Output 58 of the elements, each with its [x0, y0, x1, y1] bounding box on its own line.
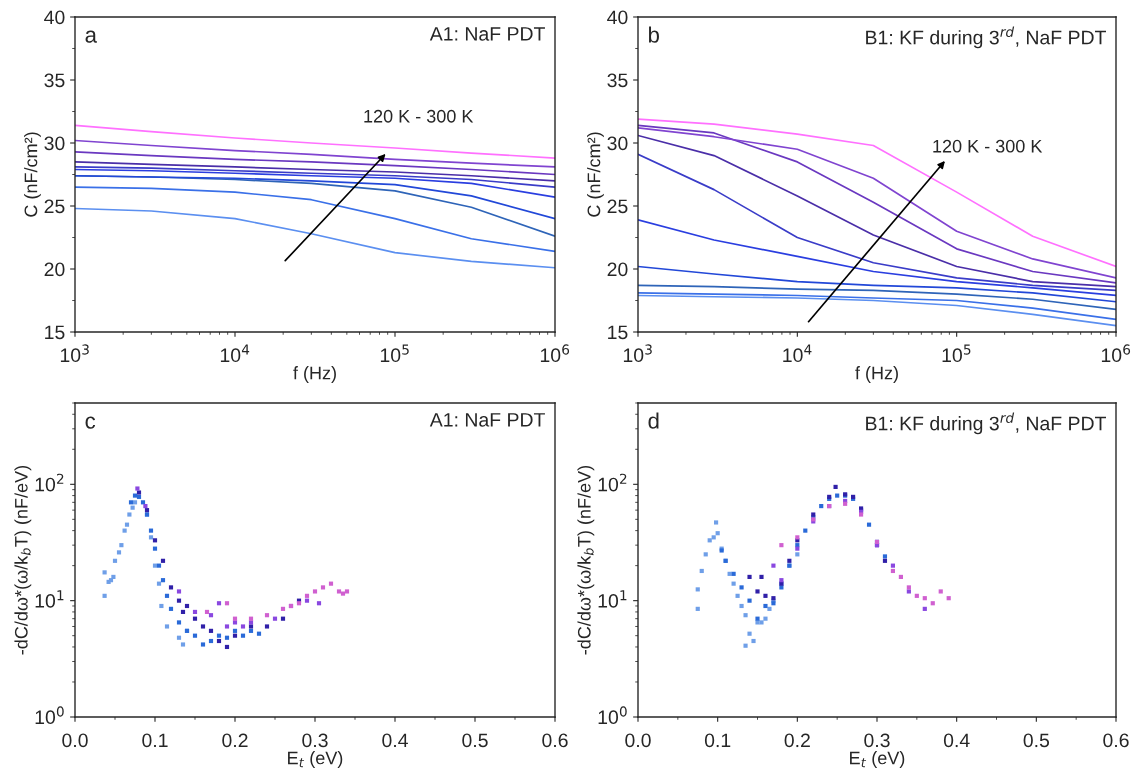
y-tick-label: 15 — [608, 325, 628, 340]
annotation: 120 K - 300 K — [364, 109, 474, 123]
y-tick-label: 30 — [607, 136, 628, 151]
y-axis-title: C (nF/cm²) — [587, 132, 604, 217]
y-tick-label: 10$^{0}$ — [35, 706, 64, 725]
x-tick-label: 10$^{4}$ — [220, 344, 250, 363]
y-axis-title: C (nF/cm²) — [24, 132, 41, 217]
annotation: b — [648, 26, 659, 43]
x-tick-label: 0.3 — [864, 733, 890, 748]
x-tick-label: 0.0 — [625, 733, 651, 748]
x-tick-label: 10$^{4}$ — [783, 344, 812, 363]
annotation: a — [85, 30, 97, 43]
x-tick-label: 10$^{6}$ — [540, 344, 570, 363]
x-tick-label: 0.4 — [943, 733, 970, 748]
annotation: B1: KF during 3$^{rd}$, NaF PDT — [866, 412, 1106, 435]
x-tick-label: 0.5 — [462, 733, 488, 748]
y-tick-label: 10$^{1}$ — [598, 590, 627, 608]
y-tick-label: 35 — [607, 73, 628, 88]
y-tick-label: 10$^{0}$ — [598, 706, 627, 725]
x-tick-label: 10$^{3}$ — [623, 344, 652, 363]
x-tick-label: 0.4 — [382, 733, 408, 748]
y-tick-label: 40 — [607, 10, 628, 25]
y-tick-label: 20 — [44, 262, 65, 277]
annotation: B1: KF during 3$^{rd}$, NaF PDT — [866, 26, 1106, 49]
annotation: A1: NaF PDT — [429, 27, 545, 41]
annotation: d — [648, 412, 659, 429]
y-tick-label: 25 — [44, 199, 65, 214]
y-tick-label: 40 — [44, 10, 65, 25]
x-axis-title: E$_{t}$ (eV) — [850, 751, 905, 768]
x-axis-title: f (Hz) — [293, 366, 336, 383]
x-tick-label: 10$^{5}$ — [942, 344, 971, 363]
x-tick-label: 0.2 — [222, 733, 248, 748]
x-tick-label: 0.0 — [62, 733, 88, 748]
y-tick-label: 15 — [45, 325, 65, 340]
annotation: c — [85, 416, 96, 429]
x-tick-label: 0.1 — [142, 733, 168, 748]
y-axis-title: -dC/dω*(ω/k$_{b}$T) (nF/eV) — [577, 465, 595, 655]
x-tick-label: 0.1 — [704, 733, 731, 748]
annotation: 120 K - 300 K — [933, 139, 1043, 153]
y-tick-label: 10$^{2}$ — [35, 473, 64, 492]
y-tick-label: 10$^{1}$ — [35, 590, 64, 608]
x-tick-label: 0.6 — [542, 733, 568, 748]
y-axis-title: -dC/dω*(ω/k$_{b}$T) (nF/eV) — [14, 465, 32, 655]
y-tick-label: 30 — [44, 136, 65, 151]
annotation: A1: NaF PDT — [429, 413, 545, 427]
x-tick-label: 0.6 — [1103, 733, 1129, 748]
y-tick-label: 20 — [607, 262, 628, 277]
x-tick-label: 10$^{5}$ — [380, 344, 409, 363]
y-tick-label: 10$^{2}$ — [598, 473, 627, 492]
x-axis-title: E$_{t}$ (eV) — [288, 751, 343, 768]
x-tick-label: 10$^{3}$ — [60, 344, 89, 363]
x-tick-label: 0.2 — [784, 733, 810, 748]
y-tick-label: 35 — [44, 73, 65, 88]
y-tick-label: 25 — [607, 199, 628, 214]
x-axis-title: f (Hz) — [855, 366, 898, 383]
x-tick-label: 0.5 — [1023, 733, 1050, 748]
x-tick-label: 0.3 — [302, 733, 328, 748]
x-tick-label: 10$^{6}$ — [1101, 344, 1131, 363]
